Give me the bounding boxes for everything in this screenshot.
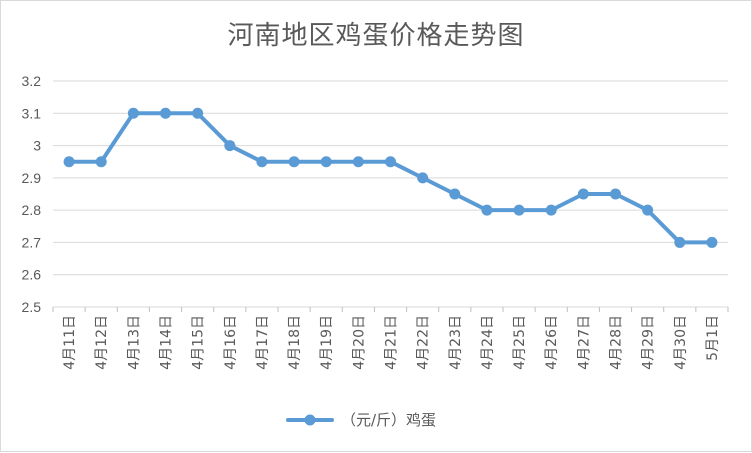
y-tick-label: 3.1 — [22, 105, 42, 121]
data-point — [610, 188, 621, 200]
data-point — [127, 107, 139, 119]
data-point — [642, 204, 654, 216]
data-point — [449, 188, 461, 200]
data-point — [385, 156, 396, 168]
y-tick-label: 2.7 — [22, 234, 42, 250]
x-tick-label: 4月15日 — [191, 315, 207, 370]
x-tick-label: 4月19日 — [319, 315, 335, 370]
x-tick-label: 4月17日 — [255, 315, 271, 370]
data-point — [706, 236, 718, 248]
x-tick-label: 4月24日 — [480, 315, 496, 370]
data-point — [545, 204, 557, 216]
x-tick-label: 4月29日 — [641, 315, 657, 370]
data-point — [674, 236, 686, 248]
x-tick-label: 4月30日 — [673, 315, 689, 370]
x-tick-label: 4月12日 — [94, 315, 110, 370]
data-point — [224, 140, 236, 152]
data-point — [160, 107, 171, 119]
x-tick-label: 4月13日 — [126, 315, 142, 370]
y-tick-label: 2.5 — [22, 299, 42, 315]
data-point — [481, 204, 493, 216]
x-tick-label: 4月26日 — [544, 315, 560, 370]
data-point — [320, 156, 332, 168]
data-point — [256, 156, 268, 168]
data-point — [417, 172, 429, 184]
x-tick-label: 4月28日 — [609, 315, 625, 370]
data-point — [577, 188, 589, 200]
x-tick-label: 4月27日 — [576, 315, 592, 370]
y-tick-label: 2.9 — [22, 170, 42, 186]
x-tick-label: 4月18日 — [287, 315, 303, 370]
y-tick-label: 2.8 — [22, 202, 42, 218]
x-tick-label: 4月14日 — [159, 315, 175, 370]
legend-marker — [304, 414, 316, 426]
data-point — [192, 107, 204, 119]
x-tick-label: 5月1日 — [705, 315, 721, 361]
data-point — [513, 204, 525, 216]
x-tick-label: 4月23日 — [448, 315, 464, 370]
x-tick-label: 4月21日 — [384, 315, 400, 370]
data-point — [352, 156, 364, 168]
y-tick-label: 3 — [33, 138, 41, 154]
data-point — [63, 156, 75, 168]
x-tick-label: 4月25日 — [512, 315, 528, 370]
y-tick-label: 2.6 — [22, 267, 42, 283]
x-tick-label: 4月16日 — [223, 315, 239, 370]
y-tick-label: 3.2 — [22, 73, 42, 89]
x-tick-label: 4月11日 — [62, 315, 78, 370]
legend-label: （元/斤）鸡蛋 — [341, 411, 436, 429]
chart-title: 河南地区鸡蛋价格走势图 — [227, 21, 525, 51]
data-point — [95, 156, 107, 168]
x-tick-label: 4月22日 — [416, 315, 432, 370]
x-tick-label: 4月20日 — [351, 315, 367, 370]
data-point — [288, 156, 300, 168]
